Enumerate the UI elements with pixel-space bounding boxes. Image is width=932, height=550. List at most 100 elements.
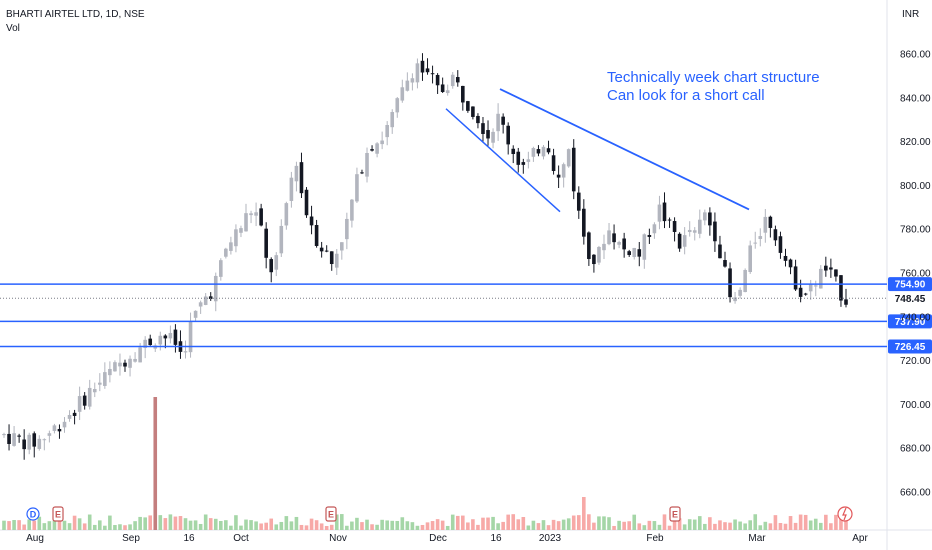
candle-body bbox=[72, 412, 77, 416]
volume-bar bbox=[234, 515, 238, 530]
price-axis[interactable]: INR 660.00 680.00 700.00 720.00 740.00 760.00 7… bbox=[900, 9, 931, 499]
volume-bar bbox=[818, 522, 823, 530]
volume-bar bbox=[481, 517, 485, 530]
volume-bar bbox=[7, 521, 11, 530]
candle-body bbox=[309, 216, 314, 226]
x-tick-label: Apr bbox=[852, 533, 868, 544]
volume-bar bbox=[536, 523, 541, 530]
candle-body bbox=[818, 268, 823, 289]
candle-body bbox=[783, 255, 788, 261]
volume-bar bbox=[753, 514, 758, 530]
volume-bar bbox=[642, 525, 647, 530]
volume-bar bbox=[113, 525, 117, 530]
volume-bar bbox=[415, 525, 420, 530]
volume-bar bbox=[476, 524, 480, 530]
levels-layer: 754.90 748.45 737.90 726.45 bbox=[0, 277, 932, 354]
earnings-marker bbox=[325, 506, 337, 522]
candle-body bbox=[138, 347, 142, 363]
volume-bar bbox=[324, 525, 329, 530]
y-tick-label: 740.00 bbox=[900, 312, 931, 323]
volume-bar bbox=[445, 525, 450, 530]
volume-bar bbox=[203, 514, 208, 530]
candle-body bbox=[657, 204, 662, 222]
candle-body bbox=[27, 434, 32, 450]
volume-bar bbox=[360, 522, 364, 530]
candle-body bbox=[2, 433, 6, 436]
volume-bar bbox=[329, 524, 334, 530]
candle-body bbox=[723, 260, 727, 267]
candle-body bbox=[133, 358, 137, 362]
volume-bar bbox=[511, 514, 516, 530]
candle-body bbox=[607, 230, 611, 245]
volume-bar bbox=[294, 516, 299, 530]
candle-body bbox=[118, 362, 122, 367]
volume-bar bbox=[602, 516, 606, 530]
candle-body bbox=[47, 433, 52, 436]
candle-body bbox=[652, 224, 657, 234]
candle-body bbox=[788, 259, 793, 268]
candle-body bbox=[97, 382, 102, 385]
volume-bar bbox=[304, 525, 309, 530]
candle-body bbox=[753, 242, 758, 244]
volume-bar bbox=[77, 518, 82, 530]
volume-bar bbox=[541, 520, 546, 530]
candle-body bbox=[667, 219, 672, 221]
volume-bar bbox=[758, 525, 763, 530]
candle-body bbox=[682, 235, 687, 247]
earnings-marker-label: E bbox=[55, 510, 61, 520]
candle-body bbox=[511, 148, 516, 155]
volume-bar bbox=[208, 518, 213, 530]
volume-bar bbox=[249, 520, 253, 530]
candle-body bbox=[582, 208, 586, 237]
volume-bar bbox=[692, 519, 697, 530]
candle-body bbox=[123, 362, 127, 367]
candle-body bbox=[304, 189, 309, 216]
candle-body bbox=[612, 233, 616, 243]
x-tick-label: Feb bbox=[646, 533, 664, 544]
candle-body bbox=[748, 245, 753, 272]
volume-bar bbox=[279, 521, 284, 530]
candle-body bbox=[672, 221, 677, 232]
candle-body bbox=[642, 234, 647, 260]
candle-body bbox=[82, 395, 87, 406]
candle-body bbox=[602, 243, 606, 251]
candle-body bbox=[193, 310, 198, 318]
candle-body bbox=[319, 247, 324, 252]
volume-bar bbox=[17, 520, 21, 530]
candle-body bbox=[380, 140, 384, 145]
y-tick-label: 780.00 bbox=[900, 225, 931, 236]
volume-bar bbox=[395, 520, 400, 530]
candle-body bbox=[355, 174, 359, 202]
candle-body bbox=[506, 125, 510, 145]
candle-body bbox=[834, 269, 838, 277]
candle-body bbox=[481, 123, 485, 134]
candle-body bbox=[67, 414, 72, 419]
volume-bar bbox=[340, 514, 344, 530]
volume-bar bbox=[148, 515, 153, 530]
volume-bar bbox=[450, 514, 455, 530]
volume-bar bbox=[370, 524, 374, 530]
candle-body bbox=[365, 152, 369, 177]
candle-body bbox=[148, 338, 153, 345]
volume-bar bbox=[834, 514, 838, 530]
candle-body bbox=[334, 253, 339, 268]
volume-bar bbox=[561, 519, 566, 530]
candle-body bbox=[284, 203, 289, 226]
candle-body bbox=[62, 421, 67, 428]
candle-body bbox=[12, 433, 16, 446]
candle-body bbox=[773, 229, 778, 241]
volume-bar bbox=[571, 515, 576, 530]
volume-bar bbox=[188, 520, 193, 530]
candle-body bbox=[743, 269, 747, 293]
volume-bar bbox=[289, 521, 294, 530]
last-price-tag bbox=[888, 291, 932, 306]
candle-body bbox=[299, 162, 304, 194]
candle-body bbox=[274, 255, 279, 270]
volume-bar bbox=[299, 524, 304, 530]
volume-bar bbox=[592, 522, 596, 530]
time-axis[interactable]: Aug Sep 16 Oct Nov Dec 16 2023 Feb Mar Apr bbox=[26, 533, 868, 544]
volume-bar bbox=[491, 516, 495, 530]
